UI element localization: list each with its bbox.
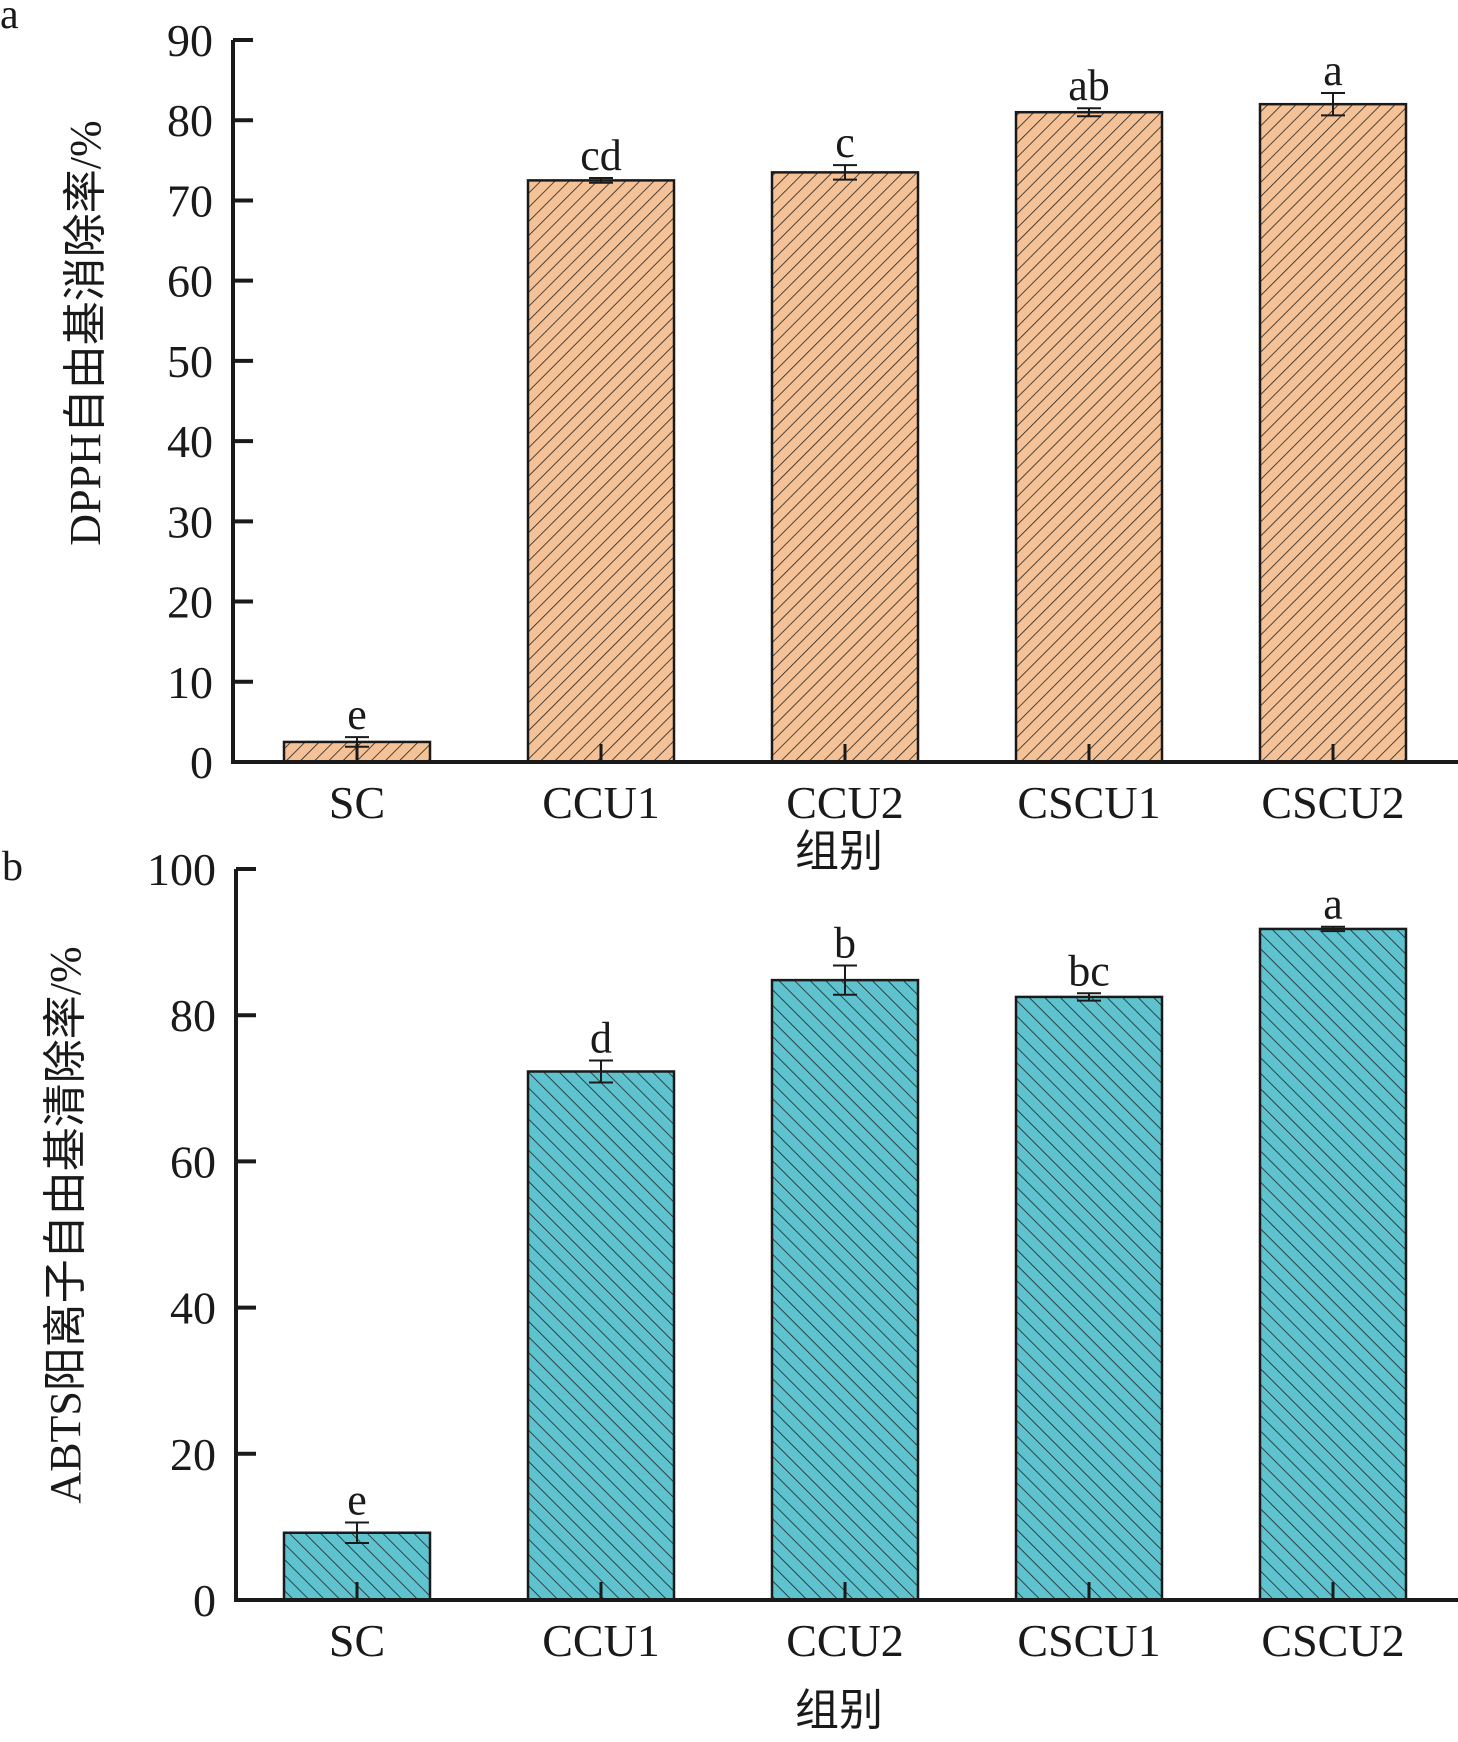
x-tick-label: SC — [329, 1615, 385, 1666]
y-tick-label: 30 — [167, 496, 213, 547]
y-tick-label: 20 — [167, 577, 213, 628]
significance-label: a — [1323, 46, 1343, 95]
y-tick-label: 100 — [147, 844, 216, 895]
significance-label: e — [347, 690, 367, 739]
x-tick-label: CCU2 — [786, 1615, 904, 1666]
bar-hatch — [1258, 927, 1408, 1602]
x-tick-label: CCU1 — [542, 1615, 660, 1666]
y-tick-label: 40 — [170, 1283, 216, 1334]
panel-label: a — [0, 0, 19, 38]
error-bar — [833, 164, 857, 181]
significance-label: cd — [580, 131, 622, 180]
significance-label: a — [1323, 880, 1343, 929]
error-bar — [833, 964, 857, 996]
y-axis-title: ABTS阳离子自由基清除率/% — [41, 946, 90, 1503]
error-bar — [1321, 925, 1345, 933]
error-bar — [589, 1059, 613, 1084]
y-tick-label: 80 — [167, 95, 213, 146]
error-bar — [1077, 992, 1101, 1002]
bar-hatch — [526, 1070, 676, 1602]
bar-hatch — [770, 171, 920, 764]
significance-label: e — [347, 1476, 367, 1525]
significance-label: b — [834, 918, 856, 967]
y-tick-label: 60 — [170, 1136, 216, 1187]
bar-hatch — [526, 179, 676, 764]
chart-panel-b: b e SC d CCU1 b CCU2 bc CSCU1 a CSCU2 0 20 40 60 80 100 组… — [2, 844, 1458, 1735]
bar-hatch — [1258, 102, 1408, 764]
bar-hatch — [1014, 995, 1164, 1602]
error-bar — [1077, 107, 1101, 118]
y-tick-label: 20 — [170, 1429, 216, 1480]
y-tick-label: 70 — [167, 175, 213, 226]
y-tick-label: 80 — [170, 990, 216, 1041]
y-tick-label: 0 — [190, 737, 213, 788]
significance-label: c — [835, 118, 855, 167]
bar-hatch — [1014, 110, 1164, 764]
x-tick-label: CSCU1 — [1017, 1615, 1160, 1666]
error-bar — [589, 176, 613, 184]
y-tick-label: 10 — [167, 657, 213, 708]
x-axis-title: 组别 — [795, 827, 883, 876]
x-tick-label: CCU2 — [786, 777, 904, 828]
y-tick-label: 50 — [167, 336, 213, 387]
x-axis-title: 组别 — [795, 1686, 883, 1735]
chart-panel-a: a e SC cd CCU1 c CCU2 ab CSCU1 a CSCU2 0 10 20 30 40 50 6… — [0, 0, 1458, 876]
significance-label: bc — [1068, 946, 1110, 995]
y-tick-label: 0 — [193, 1575, 216, 1626]
bar-hatch — [770, 978, 920, 1602]
significance-label: ab — [1068, 61, 1110, 110]
error-bar — [345, 1521, 369, 1544]
x-tick-label: CSCU1 — [1017, 777, 1160, 828]
x-tick-label: SC — [329, 777, 385, 828]
y-tick-label: 90 — [167, 15, 213, 66]
y-axis-title: DPPH自由基消除率/% — [61, 120, 110, 545]
panel-label: b — [2, 844, 23, 890]
y-tick-label: 40 — [167, 416, 213, 467]
x-tick-label: CSCU2 — [1261, 1615, 1404, 1666]
x-tick-label: CSCU2 — [1261, 777, 1404, 828]
error-bar — [1321, 91, 1345, 117]
y-tick-label: 60 — [167, 256, 213, 307]
significance-label: d — [590, 1014, 612, 1063]
x-tick-label: CCU1 — [542, 777, 660, 828]
